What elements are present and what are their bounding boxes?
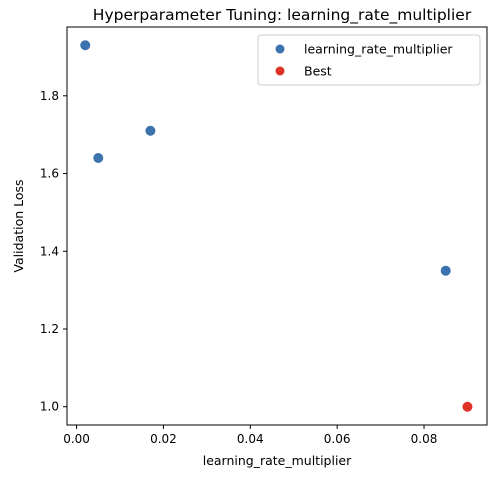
legend-marker-learning-rate-multiplier [275, 44, 285, 54]
y-axis-label: Validation Loss [11, 179, 26, 272]
legend: learning_rate_multiplier Best [257, 34, 481, 86]
legend-marker-best [275, 66, 285, 76]
x-tick-label: 0.00 [63, 432, 90, 446]
data-point [93, 152, 104, 163]
y-axis: 1.0 1.2 1.4 1.6 1.8 [40, 89, 67, 414]
x-tick-label: 0.04 [237, 432, 264, 446]
data-point [145, 125, 156, 136]
chart-title: Hyperparameter Tuning: learning_rate_mul… [93, 6, 472, 25]
data-point [440, 265, 451, 276]
plot-area [66, 26, 488, 426]
y-tick-label: 1.0 [40, 400, 59, 414]
x-axis-label: learning_rate_multiplier [203, 453, 352, 468]
y-tick-label: 1.4 [40, 244, 59, 258]
legend-box [257, 34, 481, 86]
best-point [462, 401, 473, 412]
x-axis: 0.00 0.02 0.04 0.06 0.08 [63, 425, 437, 446]
legend-label-learning-rate-multiplier: learning_rate_multiplier [304, 42, 453, 57]
y-tick-label: 1.6 [40, 167, 59, 181]
y-tick-label: 1.2 [40, 322, 59, 336]
x-tick-label: 0.06 [324, 432, 351, 446]
y-tick-label: 1.8 [40, 89, 59, 103]
legend-label-best: Best [304, 64, 332, 79]
x-tick-label: 0.02 [150, 432, 177, 446]
data-point [80, 40, 91, 51]
x-tick-label: 0.08 [411, 432, 438, 446]
data-points [80, 40, 473, 412]
